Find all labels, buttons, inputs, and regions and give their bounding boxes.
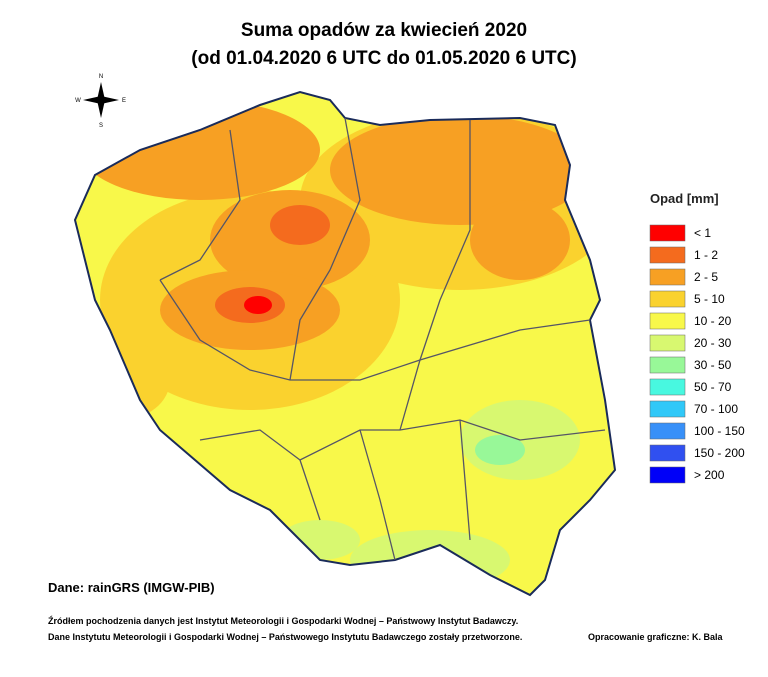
footnote-line: Dane Instytutu Meteorologii i Gospodarki… — [48, 632, 522, 642]
legend-label: 20 - 30 — [694, 336, 732, 350]
legend-swatch — [649, 268, 686, 286]
legend-label: 100 - 150 — [694, 424, 745, 438]
legend-label: 2 - 5 — [694, 270, 718, 284]
legend-label: 5 - 10 — [694, 292, 725, 306]
legend-swatch — [649, 290, 686, 308]
footnote-line: Źródłem pochodzenia danych jest Instytut… — [48, 616, 518, 626]
legend-swatch — [649, 378, 686, 396]
legend-swatch — [649, 400, 686, 418]
legend-swatch — [649, 444, 686, 462]
legend-label: 150 - 200 — [694, 446, 745, 460]
map-area — [75, 92, 615, 595]
province-borders — [159, 117, 606, 561]
data-source: Dane: rainGRS (IMGW-PIB) — [48, 580, 215, 595]
legend-swatch — [649, 466, 686, 484]
legend-title: Opad [mm] — [650, 191, 719, 206]
legend-swatch — [649, 312, 686, 330]
subtitle: (od 01.04.2020 6 UTC do 01.05.2020 6 UTC… — [191, 48, 576, 69]
compass-e: E — [122, 98, 126, 104]
legend-label: 1 - 2 — [694, 248, 718, 262]
legend-label: 10 - 20 — [694, 314, 732, 328]
legend-label: > 200 — [694, 468, 725, 482]
legend-label: < 1 — [694, 226, 711, 240]
legend-label: 70 - 100 — [694, 402, 738, 416]
legend-label: 30 - 50 — [694, 358, 732, 372]
title: Suma opadów za kwiecień 2020 — [241, 20, 527, 41]
compass: N E S W — [75, 74, 126, 129]
compass-n: N — [99, 74, 103, 80]
legend-swatch — [649, 422, 686, 440]
credit: Opracowanie graficzne: K. Bala — [588, 632, 724, 642]
legend-swatch — [649, 356, 686, 374]
legend-swatch — [649, 246, 686, 264]
country-border — [73, 90, 617, 597]
compass-w: W — [75, 98, 81, 104]
legend-label: 50 - 70 — [694, 380, 732, 394]
legend-swatch — [649, 224, 686, 242]
legend-swatch — [649, 334, 686, 352]
compass-s: S — [99, 123, 103, 129]
legend: Opad [mm] < 1 1 - 2 2 - 5 5 - 10 10 - 20 20 -… — [649, 191, 745, 484]
